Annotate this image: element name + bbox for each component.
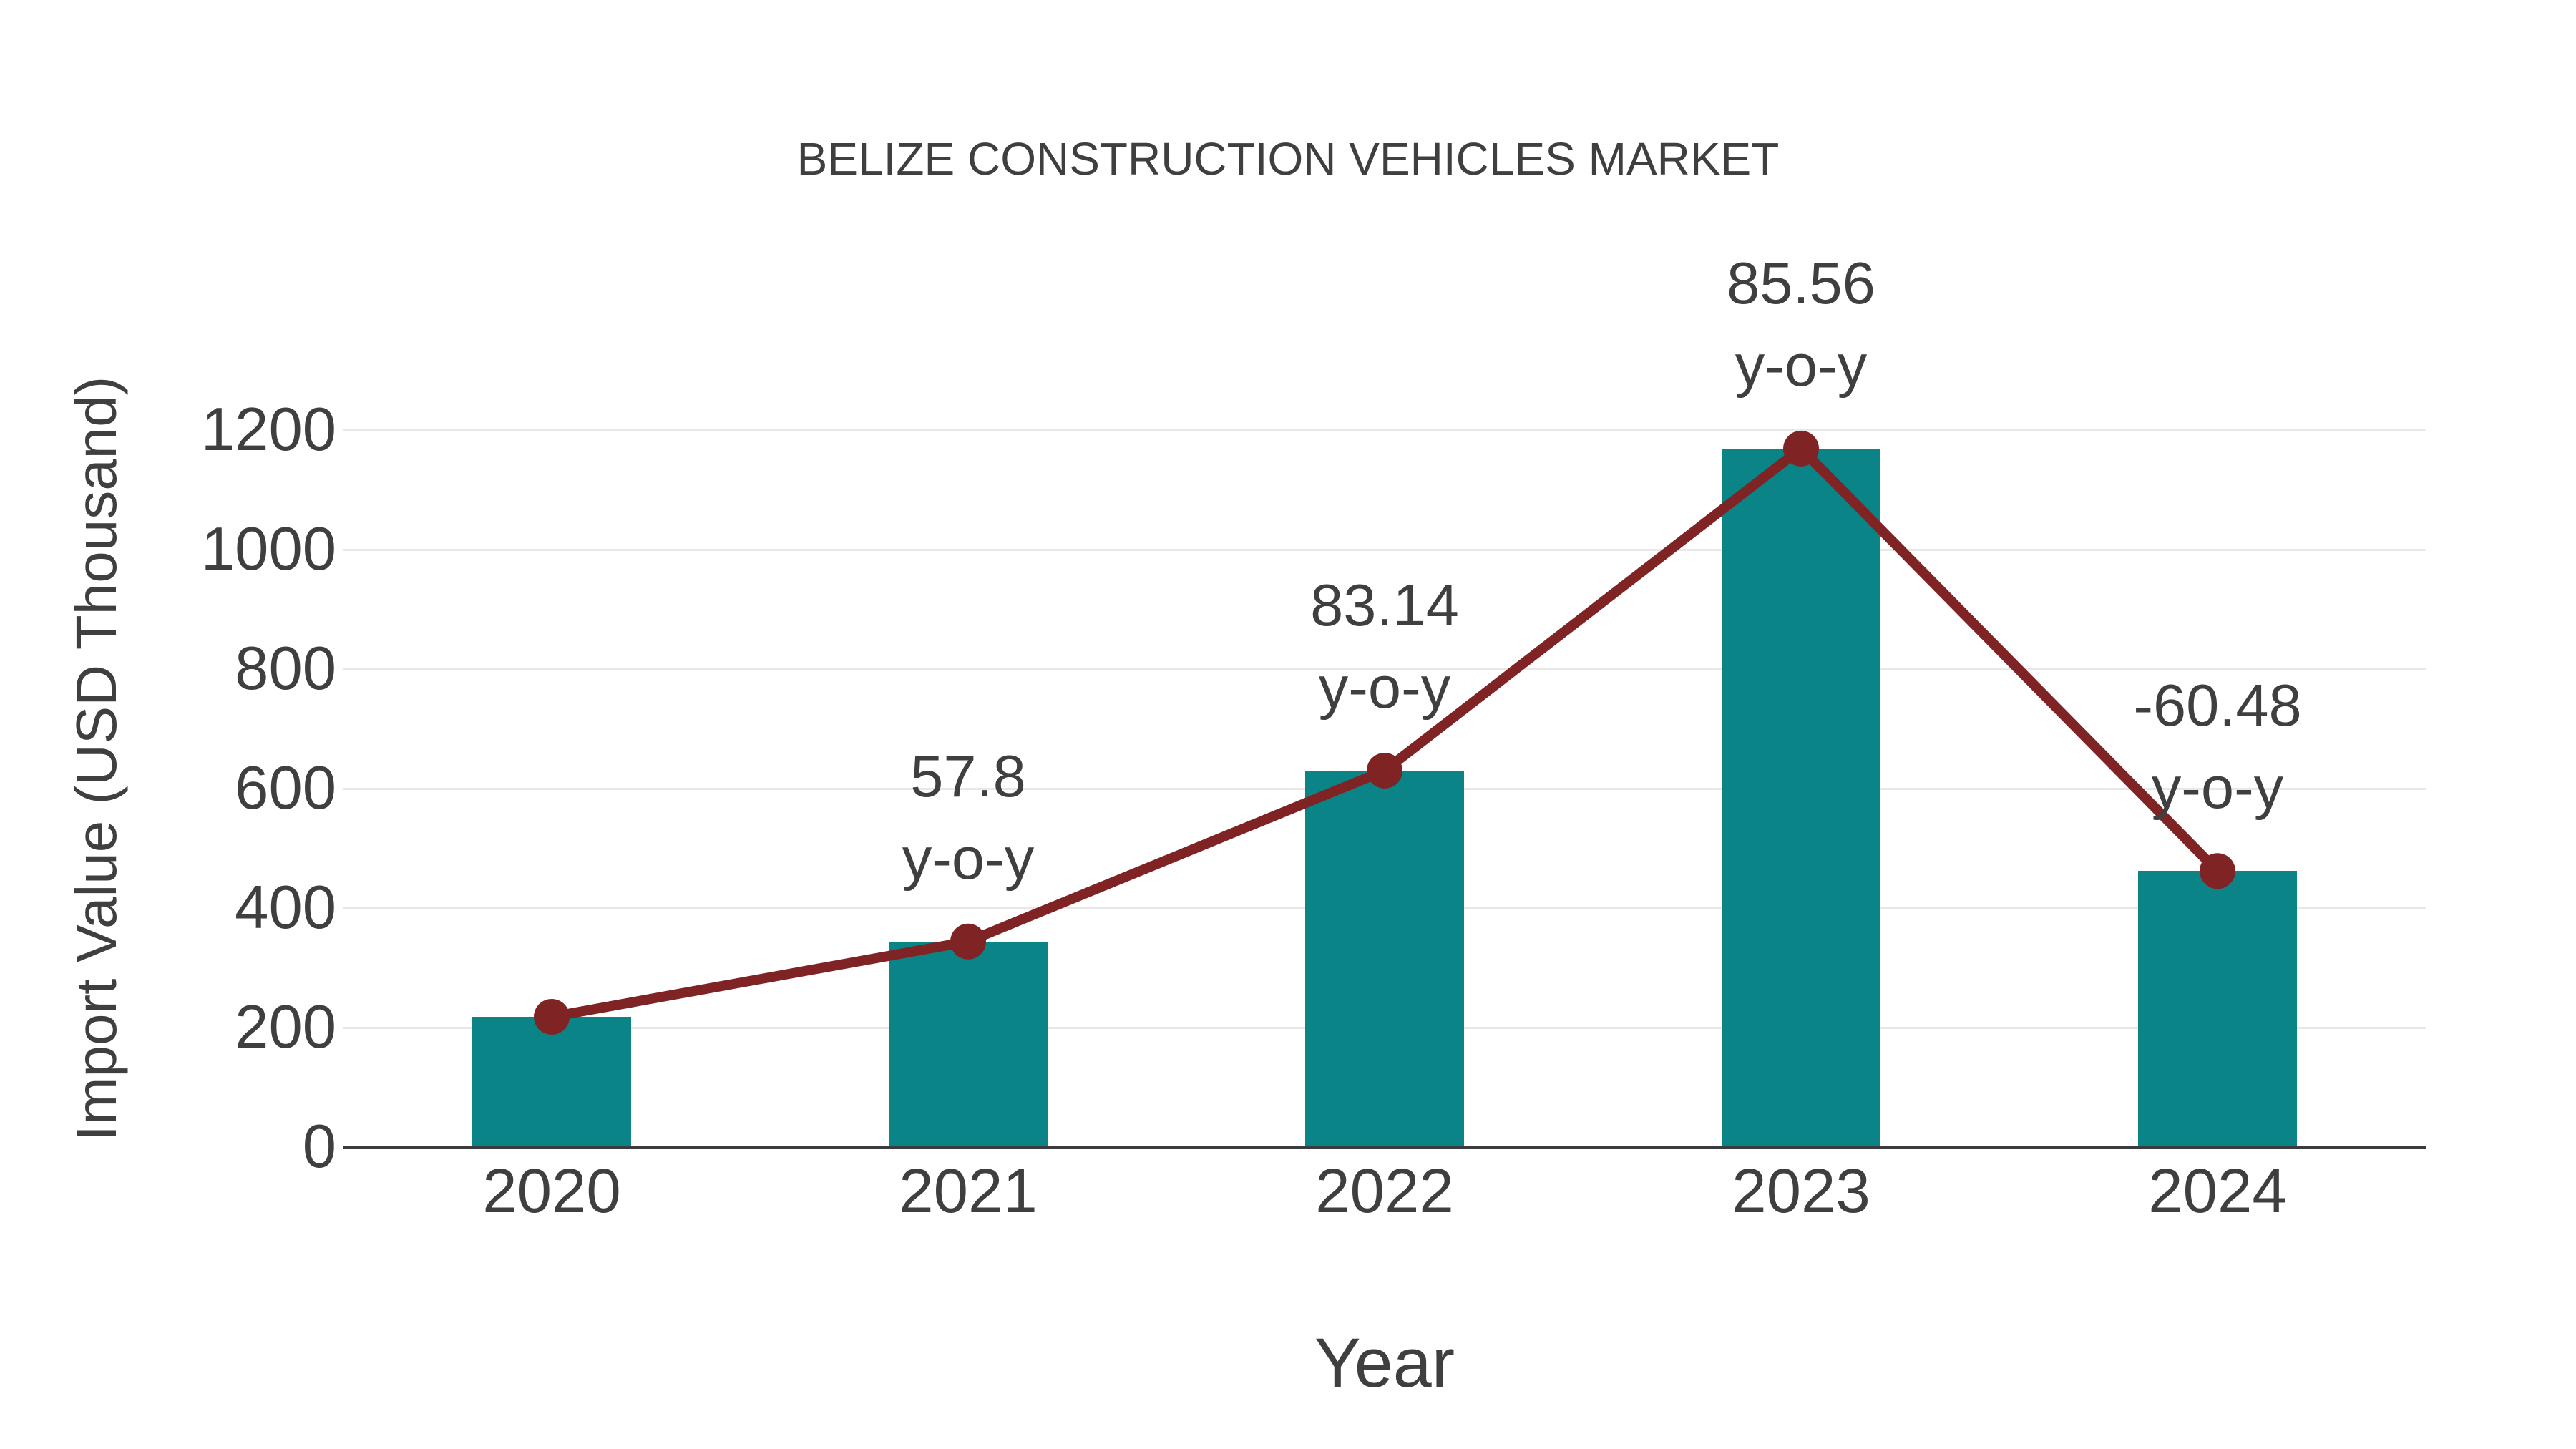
y-tick-label-200: 200 (235, 993, 336, 1061)
bar-2020 (472, 1016, 631, 1147)
y-gridline-1200 (343, 429, 2426, 431)
yoy-value-2021: 57.8 (910, 742, 1026, 809)
yoy-suffix-2023: y-o-y (1735, 331, 1868, 399)
x-axis-title: Year (1314, 1324, 1455, 1402)
x-tick-label-2022: 2022 (1315, 1156, 1454, 1226)
y-tick-label-600: 600 (235, 754, 336, 822)
bar-2022 (1305, 770, 1464, 1147)
bar-2021 (889, 941, 1048, 1147)
chart-title: BELIZE CONSTRUCTION VEHICLES MARKET (796, 133, 1780, 185)
x-tick-label-2020: 2020 (482, 1156, 621, 1226)
x-tick-label-2021: 2021 (899, 1156, 1038, 1226)
yoy-value-2022: 83.14 (1310, 571, 1459, 638)
yoy-suffix-2022: y-o-y (1318, 653, 1451, 721)
yoy-value-2024: -60.48 (2133, 672, 2302, 739)
yoy-suffix-2024: y-o-y (2151, 754, 2284, 821)
y-tick-label-400: 400 (235, 874, 336, 942)
yoy-value-2023: 85.56 (1727, 249, 1875, 316)
y-tick-label-1000: 1000 (200, 515, 336, 583)
x-tick-label-2024: 2024 (2148, 1156, 2287, 1226)
y-tick-label-0: 0 (302, 1113, 336, 1181)
y-tick-label-800: 800 (235, 635, 336, 703)
x-axis-line (343, 1146, 2426, 1149)
y-gridline-1000 (343, 548, 2426, 551)
y-tick-label-1200: 1200 (200, 396, 336, 464)
yoy-suffix-2021: y-o-y (902, 824, 1035, 892)
bar-2024 (2138, 871, 2297, 1147)
x-tick-label-2023: 2023 (1732, 1156, 1870, 1226)
bar-2023 (1722, 448, 1880, 1147)
